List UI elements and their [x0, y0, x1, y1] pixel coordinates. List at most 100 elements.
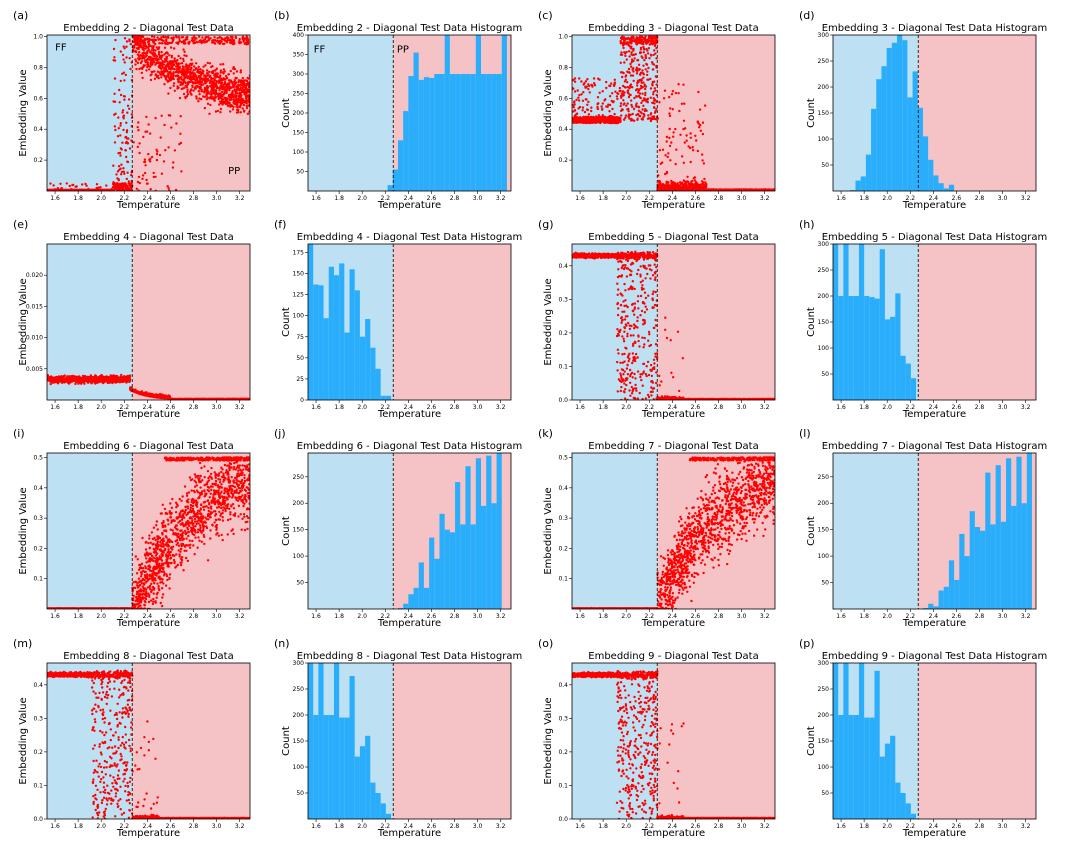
histogram-bar: [370, 783, 375, 819]
paramagnetic-region: [918, 663, 1036, 819]
y-tick-label: 50: [821, 162, 829, 169]
x-tick-label: 3.2: [760, 195, 770, 202]
histogram-bar: [996, 465, 1001, 609]
histogram-bar: [985, 473, 990, 609]
x-tick-label: 1.8: [598, 823, 608, 830]
histogram-bar: [445, 35, 450, 191]
histogram-bar: [318, 285, 323, 400]
histogram-bar: [892, 43, 897, 191]
histogram-bar: [928, 604, 933, 609]
histogram-bar: [403, 111, 408, 191]
y-axis-label: Embedding Value: [543, 487, 554, 574]
histogram-bar: [843, 663, 848, 819]
y-tick-label: 100: [293, 149, 305, 156]
panel-a: 1.6 1.8 2.0 2.2 2.4 2.6 2.8 3.0 3.20.20.40.60.81…: [13, 9, 251, 211]
x-tick-label: 1.6: [50, 613, 60, 620]
histogram-bar: [491, 503, 496, 609]
histogram-bar: [1006, 458, 1011, 609]
histogram-bar: [833, 663, 838, 819]
y-tick-label: 200: [293, 712, 305, 719]
x-tick-label: 1.6: [50, 404, 60, 411]
x-tick-label: 2.0: [357, 195, 367, 202]
histogram-bar: [895, 293, 900, 400]
x-tick-label: 1.6: [311, 195, 321, 202]
x-tick-label: 3.0: [737, 613, 747, 620]
y-tick-label: 0.2: [558, 330, 568, 337]
histogram-bar: [450, 74, 455, 191]
panel-l: 1.6 1.8 2.0 2.2 2.4 2.6 2.8 3.0 3.25010015020025…: [799, 427, 1047, 629]
histogram-bar: [419, 562, 424, 609]
histogram-bar: [887, 48, 892, 191]
histogram-bar: [833, 244, 838, 400]
y-tick-label: 100: [818, 764, 830, 771]
panel-label: (k): [538, 427, 553, 440]
y-tick-label: 0.3: [558, 515, 568, 522]
histogram-bar: [964, 556, 969, 609]
y-tick-label: 0.6: [33, 95, 43, 102]
histogram-bar: [339, 263, 344, 400]
x-tick-label: 3.0: [737, 195, 747, 202]
panel-title: Embedding 4 - Diagonal Test Data: [63, 232, 233, 243]
histogram-bar: [465, 74, 470, 191]
histogram-bar: [486, 74, 491, 191]
y-tick-label: 50: [296, 790, 304, 797]
x-tick-label: 1.8: [73, 823, 83, 830]
x-tick-label: 3.0: [473, 195, 483, 202]
x-tick-label: 3.0: [737, 823, 747, 830]
histogram-bar: [481, 506, 486, 609]
y-axis-label: Count: [281, 307, 292, 337]
x-axis-label: Temperature: [377, 200, 441, 211]
panel-label: (b): [274, 9, 290, 22]
y-axis-label: Embedding Value: [18, 487, 29, 574]
paramagnetic-region: [657, 35, 775, 191]
histogram-bar: [344, 333, 349, 400]
panel-label: (j): [274, 427, 286, 440]
y-tick-label: 0.2: [33, 545, 43, 552]
y-tick-label: 1.0: [33, 34, 43, 41]
panel-k: 1.6 1.8 2.0 2.2 2.4 2.6 2.8 3.0 3.20.10.20.30.40…: [538, 427, 776, 629]
panel-title: Embedding 8 - Diagonal Test Data Histogr…: [297, 651, 523, 662]
histogram-bar: [885, 744, 890, 819]
panel-m: 1.6 1.8 2.0 2.2 2.4 2.6 2.8 3.0 3.20.00.10.20.30…: [13, 637, 251, 839]
x-tick-label: 1.6: [50, 195, 60, 202]
panel-title: Embedding 6 - Diagonal Test Data Histogr…: [297, 441, 523, 452]
x-tick-label: 2.0: [357, 823, 367, 830]
panel-h: 1.6 1.8 2.0 2.2 2.4 2.6 2.8 3.0 3.25010015020025…: [799, 218, 1047, 420]
x-tick-label: 3.0: [998, 404, 1008, 411]
x-tick-label: 2.0: [621, 195, 631, 202]
x-tick-label: 1.8: [598, 195, 608, 202]
y-axis-label: Count: [281, 516, 292, 546]
histogram-bar: [386, 396, 391, 400]
x-tick-label: 1.8: [73, 613, 83, 620]
histogram-bar: [455, 482, 460, 609]
histogram-bar: [923, 136, 928, 191]
panel-label: (i): [13, 427, 25, 440]
y-tick-label: 100: [293, 553, 305, 560]
histogram-bar: [408, 76, 413, 191]
y-tick-label: 150: [293, 271, 305, 278]
y-tick-label: 1.0: [558, 34, 568, 41]
x-tick-label: 1.6: [836, 613, 846, 620]
panel-label: (p): [799, 637, 815, 650]
y-tick-label: 0.4: [33, 485, 43, 492]
x-tick-label: 2.0: [96, 195, 106, 202]
y-tick-label: 0.5: [33, 455, 43, 462]
y-tick-label: 0.0: [558, 816, 568, 823]
paramagnetic-region: [393, 663, 511, 819]
panel-e: 1.6 1.8 2.0 2.2 2.4 2.6 2.8 3.0 3.20.0050.0100.0…: [13, 218, 251, 420]
panel-title: Embedding 2 - Diagonal Test Data Histogr…: [297, 23, 523, 34]
histogram-bar: [308, 244, 313, 400]
histogram-bar: [933, 175, 938, 191]
y-tick-label: 0.2: [558, 749, 568, 756]
histogram-bar: [434, 559, 439, 609]
y-tick-label: 0.3: [558, 296, 568, 303]
panel-j: 1.6 1.8 2.0 2.2 2.4 2.6 2.8 3.0 3.25010015020025…: [274, 427, 522, 629]
y-tick-label: 25: [296, 376, 304, 383]
y-axis-label: Embedding Value: [18, 278, 29, 365]
histogram-bar: [954, 580, 959, 609]
y-tick-label: 200: [818, 293, 830, 300]
histogram-bar: [906, 803, 911, 819]
y-tick-label: 150: [818, 738, 830, 745]
x-axis-label: Temperature: [902, 828, 966, 839]
